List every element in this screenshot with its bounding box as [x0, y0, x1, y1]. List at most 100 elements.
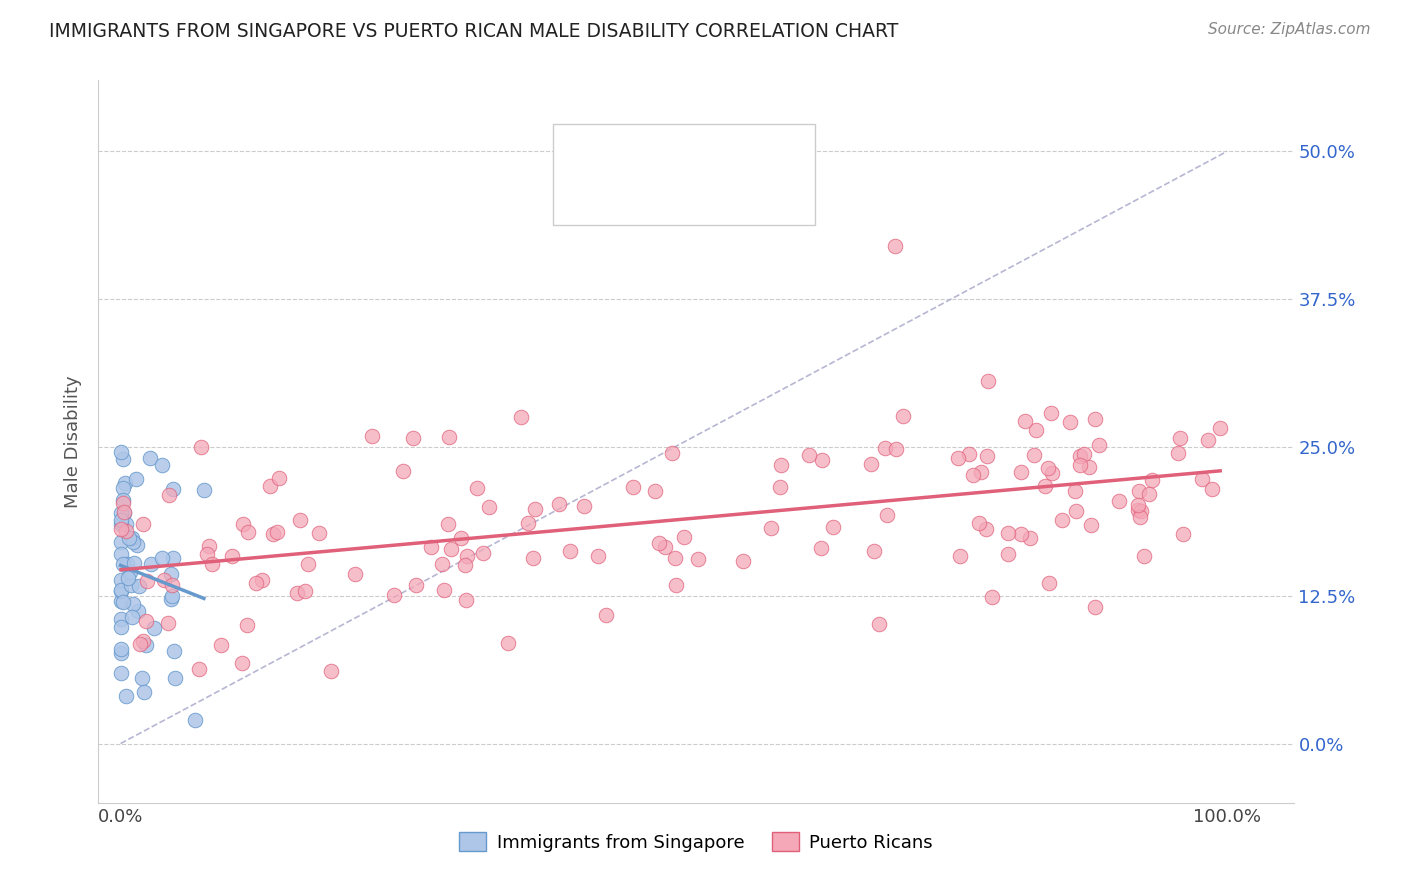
Point	[112, 506, 135, 520]
Point	[1078, 460, 1101, 475]
Point	[110, 593, 132, 607]
Point	[132, 516, 155, 531]
Point	[1059, 415, 1081, 429]
Point	[288, 513, 311, 527]
Point	[1022, 448, 1045, 462]
Point	[430, 558, 453, 572]
Point	[869, 616, 891, 631]
Point	[111, 452, 134, 467]
Point	[450, 531, 472, 545]
Point	[110, 642, 132, 657]
Point	[688, 551, 710, 566]
Point	[115, 689, 138, 703]
Point	[997, 547, 1019, 561]
Point	[977, 375, 1000, 389]
Point	[117, 557, 139, 571]
Point	[997, 525, 1019, 540]
Point	[110, 582, 132, 597]
Point	[1050, 513, 1073, 527]
Point	[433, 583, 456, 598]
Point	[1201, 482, 1223, 496]
Point	[644, 484, 666, 499]
Point	[112, 492, 135, 507]
Point	[236, 618, 259, 632]
Point	[595, 608, 617, 623]
Point	[266, 524, 288, 539]
Point	[110, 506, 132, 520]
Point	[184, 713, 207, 727]
Point	[115, 524, 138, 539]
Point	[294, 584, 316, 599]
Point	[160, 566, 183, 581]
Point	[437, 430, 460, 444]
Point	[110, 574, 132, 588]
Point	[1209, 421, 1232, 435]
Point	[115, 517, 138, 532]
Point	[1069, 458, 1091, 473]
Point	[1168, 431, 1191, 445]
Point	[1080, 518, 1102, 533]
Point	[1126, 498, 1149, 512]
Point	[664, 550, 686, 565]
Point	[759, 521, 782, 535]
Point	[110, 522, 132, 536]
Y-axis label: Male Disability: Male Disability	[65, 376, 83, 508]
Point	[1130, 504, 1153, 518]
Point	[1084, 411, 1107, 425]
Point	[236, 525, 259, 540]
Point	[1084, 600, 1107, 615]
Point	[876, 508, 898, 523]
Point	[110, 646, 132, 660]
Point	[269, 471, 291, 485]
Point	[153, 573, 176, 587]
Point	[132, 684, 155, 698]
Point	[976, 522, 998, 536]
Point	[976, 450, 998, 464]
Point	[769, 480, 792, 494]
Point	[110, 620, 132, 634]
Point	[1039, 406, 1062, 420]
Point	[162, 550, 184, 565]
Point	[160, 589, 183, 603]
Legend: Immigrants from Singapore, Puerto Ricans: Immigrants from Singapore, Puerto Ricans	[451, 825, 941, 859]
Point	[1137, 487, 1160, 501]
Point	[308, 526, 330, 541]
Point	[120, 578, 142, 592]
Point	[891, 409, 914, 423]
Point	[131, 671, 153, 685]
Point	[456, 549, 478, 564]
Point	[1197, 433, 1219, 447]
Point	[454, 593, 477, 607]
Point	[524, 501, 547, 516]
Point	[117, 571, 139, 585]
Point	[152, 550, 174, 565]
Point	[1038, 461, 1060, 475]
Point	[122, 598, 145, 612]
Point	[883, 239, 905, 253]
Point	[810, 541, 832, 555]
Point	[319, 664, 342, 678]
Point	[112, 481, 135, 495]
Point	[673, 530, 696, 544]
Point	[121, 532, 143, 546]
Point	[522, 550, 544, 565]
Point	[245, 576, 267, 591]
Point	[1126, 503, 1149, 517]
Point	[250, 574, 273, 588]
Point	[160, 578, 183, 592]
Point	[731, 554, 754, 568]
Point	[232, 517, 254, 532]
Point	[547, 497, 569, 511]
Point	[962, 467, 984, 482]
Point	[195, 547, 218, 561]
Point	[262, 526, 284, 541]
Point	[420, 540, 443, 554]
Text: IMMIGRANTS FROM SINGAPORE VS PUERTO RICAN MALE DISABILITY CORRELATION CHART: IMMIGRANTS FROM SINGAPORE VS PUERTO RICA…	[49, 22, 898, 41]
Point	[440, 542, 463, 557]
Point	[112, 505, 135, 519]
Point	[198, 539, 221, 553]
Point	[863, 544, 886, 558]
Point	[157, 488, 180, 502]
Point	[1019, 531, 1042, 545]
Point	[111, 595, 134, 609]
